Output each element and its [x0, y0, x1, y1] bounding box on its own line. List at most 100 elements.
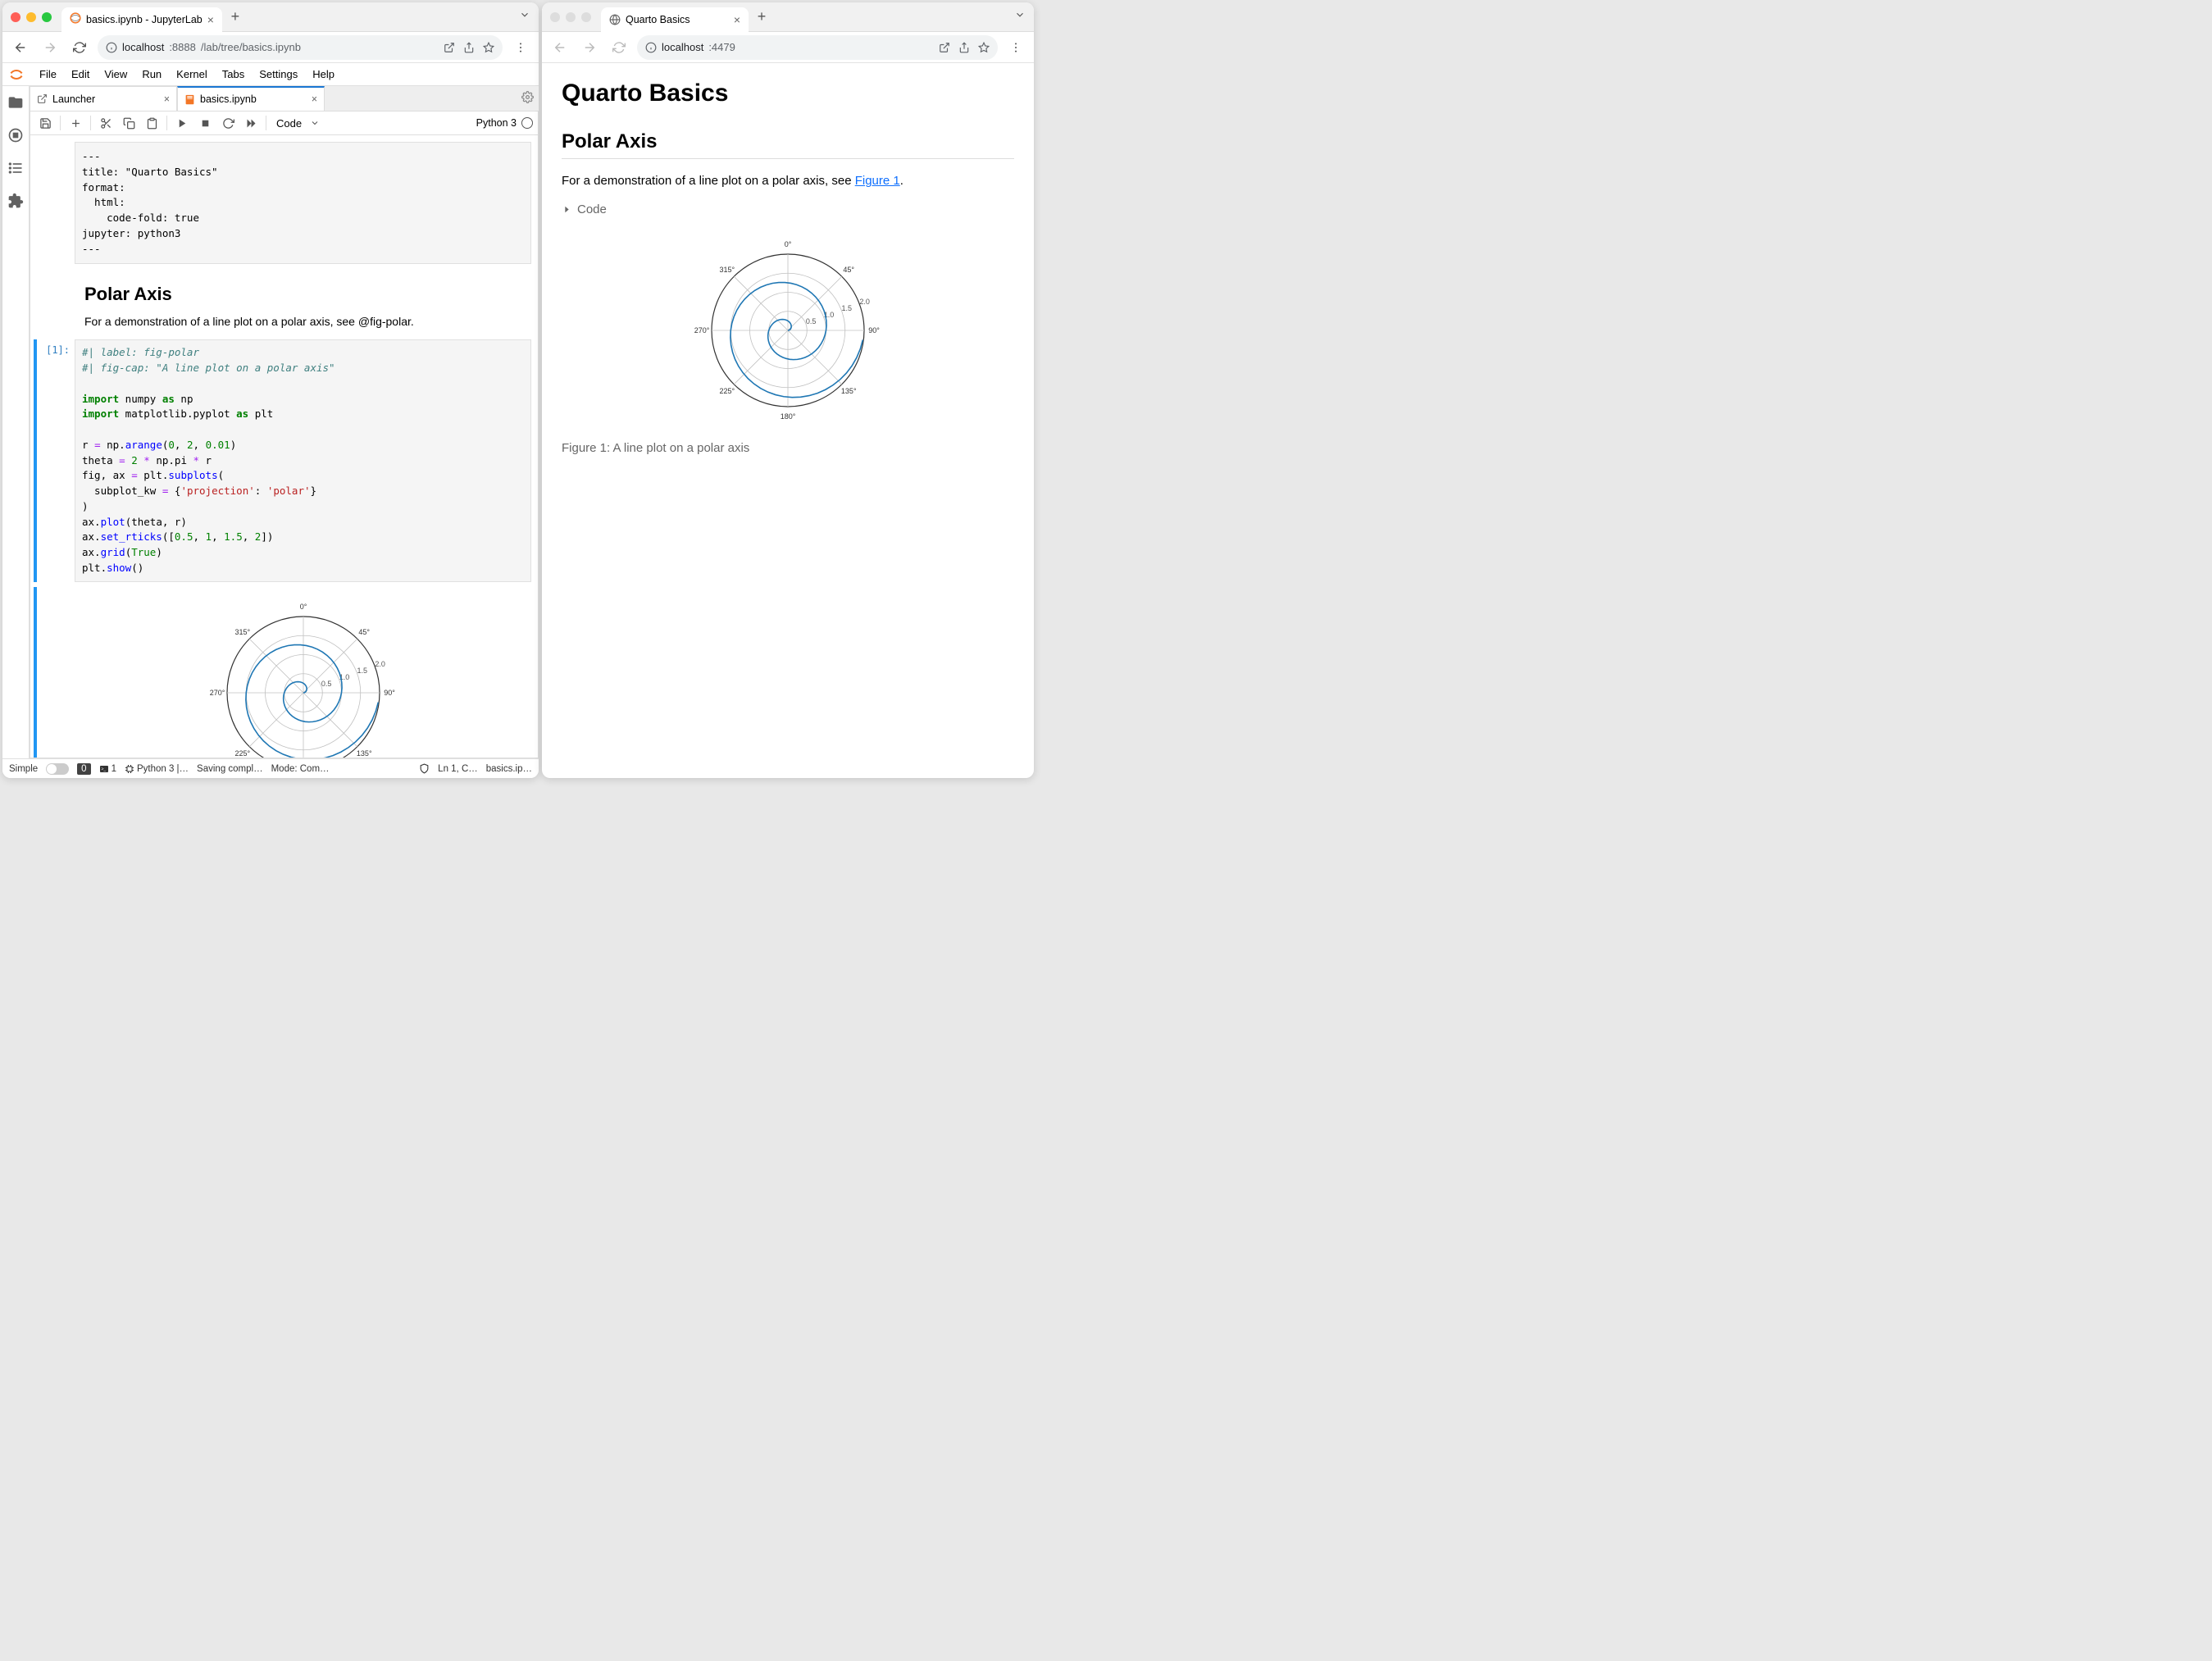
new-tab-button[interactable]: + [224, 6, 247, 29]
cell-type-select[interactable]: Code [271, 117, 307, 130]
notebook-area[interactable]: --- title: "Quarto Basics" format: html:… [30, 135, 539, 758]
browser-tab-title: basics.ipynb - JupyterLab [86, 14, 203, 25]
open-external-icon[interactable] [444, 42, 455, 53]
svg-text:270°: 270° [694, 326, 710, 334]
status-terminals[interactable]: >_ 1 [99, 764, 116, 774]
browser-tab[interactable]: basics.ipynb - JupyterLab × [61, 7, 222, 32]
svg-text:315°: 315° [719, 266, 735, 274]
svg-text:45°: 45° [843, 266, 854, 274]
close-icon[interactable]: × [312, 93, 317, 105]
close-icon[interactable]: × [207, 13, 214, 26]
tabs-dropdown-icon[interactable] [519, 9, 530, 25]
restart-run-button[interactable] [241, 113, 261, 133]
share-icon[interactable] [958, 42, 970, 53]
browser-menu-icon[interactable] [509, 36, 532, 59]
trust-icon[interactable] [419, 763, 430, 774]
new-tab-button[interactable]: + [750, 6, 773, 29]
forward-button[interactable] [578, 36, 601, 59]
svg-text:1.5: 1.5 [842, 304, 853, 312]
gear-icon[interactable] [521, 91, 534, 107]
toc-icon[interactable] [7, 160, 24, 176]
reload-button[interactable] [68, 36, 91, 59]
window-controls[interactable] [11, 12, 52, 22]
code-fold-toggle[interactable]: Code [562, 203, 1014, 216]
svg-text:45°: 45° [358, 627, 370, 635]
menu-tabs[interactable]: Tabs [215, 68, 252, 80]
jupyter-logo-icon [7, 66, 25, 84]
svg-text:180°: 180° [781, 412, 796, 421]
browser-toolbar: localhost :8888/lab/tree/basics.ipynb [2, 32, 539, 63]
tab-notebook[interactable]: basics.ipynb × [177, 86, 325, 111]
menu-kernel[interactable]: Kernel [169, 68, 215, 80]
cell-content[interactable]: --- title: "Quarto Basics" format: html:… [75, 142, 531, 264]
kernel-name[interactable]: Python 3 [476, 117, 517, 129]
svg-text:90°: 90° [384, 689, 395, 697]
browser-toolbar: localhost:4479 [542, 32, 1034, 63]
caret-right-icon [562, 204, 572, 215]
menu-view[interactable]: View [97, 68, 134, 80]
notebook-toolbar: Code Python 3 [30, 111, 539, 135]
status-simple: Simple [9, 764, 38, 774]
menu-help[interactable]: Help [305, 68, 342, 80]
svg-text:0.5: 0.5 [321, 680, 331, 688]
polar-plot-figure: 0°45°90°135°180°225°270°315°0.51.01.52.0 [562, 228, 1014, 433]
markdown-paragraph: For a demonstration of a line plot on a … [84, 315, 521, 328]
figure-link[interactable]: Figure 1 [855, 174, 900, 188]
extensions-icon[interactable] [7, 193, 24, 209]
status-filename: basics.ip… [486, 764, 532, 774]
address-bar[interactable]: localhost:4479 [637, 35, 998, 60]
cut-button[interactable] [96, 113, 116, 133]
paste-button[interactable] [142, 113, 162, 133]
menu-settings[interactable]: Settings [252, 68, 305, 80]
url-host: localhost [122, 41, 164, 53]
add-cell-button[interactable] [66, 113, 85, 133]
svg-text:0.5: 0.5 [806, 317, 817, 325]
reload-button[interactable] [608, 36, 630, 59]
url-path: /lab/tree/basics.ipynb [201, 41, 301, 53]
document-tabs: Launcher × basics.ipynb × [30, 86, 539, 111]
tab-launcher[interactable]: Launcher × [30, 86, 177, 111]
run-button[interactable] [172, 113, 192, 133]
url-host: localhost [662, 41, 703, 53]
globe-icon [609, 14, 621, 25]
launch-icon [37, 93, 48, 104]
status-kernel[interactable]: Python 3 |… [125, 764, 189, 774]
back-button[interactable] [9, 36, 32, 59]
close-icon[interactable]: × [164, 93, 170, 105]
star-icon[interactable] [483, 42, 494, 53]
svg-text:1.5: 1.5 [357, 667, 367, 675]
window-controls[interactable] [550, 12, 591, 22]
menu-edit[interactable]: Edit [64, 68, 97, 80]
section-heading: Polar Axis [562, 130, 1014, 159]
folder-icon[interactable] [7, 94, 24, 111]
raw-cell[interactable]: --- title: "Quarto Basics" format: html:… [34, 142, 531, 264]
save-button[interactable] [35, 113, 55, 133]
status-mode: Mode: Com… [271, 764, 330, 774]
address-bar[interactable]: localhost :8888/lab/tree/basics.ipynb [98, 35, 503, 60]
star-icon[interactable] [978, 42, 990, 53]
stop-button[interactable] [195, 113, 215, 133]
status-errors[interactable]: 0 [77, 763, 90, 775]
browser-menu-icon[interactable] [1004, 36, 1027, 59]
intro-paragraph: For a demonstration of a line plot on a … [562, 174, 1014, 188]
close-icon[interactable]: × [734, 13, 740, 26]
markdown-cell[interactable]: Polar Axis For a demonstration of a line… [34, 269, 531, 334]
browser-tab[interactable]: Quarto Basics × [601, 7, 749, 32]
forward-button[interactable] [39, 36, 61, 59]
code-input[interactable]: #| label: fig-polar #| fig-cap: "A line … [75, 339, 531, 581]
back-button[interactable] [548, 36, 571, 59]
running-icon[interactable] [7, 127, 24, 143]
simple-toggle[interactable] [46, 763, 69, 775]
code-cell[interactable]: [1]: #| label: fig-polar #| fig-cap: "A … [34, 339, 531, 581]
menu-file[interactable]: File [32, 68, 64, 80]
open-external-icon[interactable] [939, 42, 950, 53]
tabs-dropdown-icon[interactable] [1014, 9, 1026, 25]
copy-button[interactable] [119, 113, 139, 133]
quarto-document: Quarto Basics Polar Axis For a demonstra… [542, 63, 1034, 778]
menu-run[interactable]: Run [134, 68, 169, 80]
restart-button[interactable] [218, 113, 238, 133]
svg-text:270°: 270° [209, 689, 225, 697]
url-port: :8888 [169, 41, 196, 53]
jupyterlab-body: Launcher × basics.ipynb × [2, 86, 539, 758]
share-icon[interactable] [463, 42, 475, 53]
